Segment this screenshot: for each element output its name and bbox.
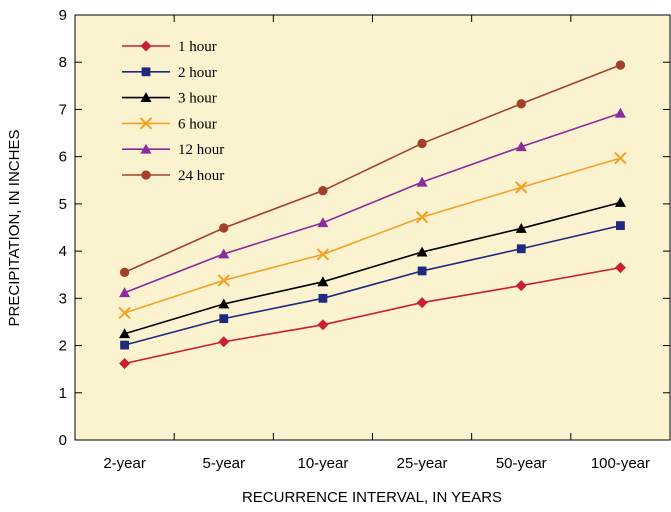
data-point <box>218 248 230 259</box>
data-point <box>417 138 427 149</box>
x-tick-label: 25-year <box>397 455 448 472</box>
y-tick-label: 0 <box>59 432 67 449</box>
series-line <box>124 157 621 314</box>
y-axis-title: PRECIPITATION, IN INCHES <box>6 130 23 327</box>
data-point <box>516 99 526 109</box>
legend-item: 2 hour <box>122 65 217 81</box>
data-point <box>515 222 527 233</box>
data-point <box>318 185 328 196</box>
marker-stroke <box>217 274 230 287</box>
series-line <box>124 112 621 294</box>
marker-stroke <box>614 151 627 165</box>
legend-label: 6 hour <box>178 116 217 132</box>
data-point <box>614 262 626 274</box>
y-axis: 0 1 2 3 4 5 6 7 8 9 <box>59 7 670 449</box>
x-tick-label: 50-year <box>496 455 547 472</box>
data-point <box>515 141 527 152</box>
data-point <box>118 306 131 320</box>
y-tick-label: 4 <box>59 243 67 260</box>
legend-item: 24 hour <box>122 168 224 184</box>
marker-stroke <box>118 306 131 320</box>
series-line <box>124 201 621 335</box>
y-tick-label: 8 <box>59 54 67 71</box>
data-point <box>616 221 625 231</box>
x-tick-label: 10-year <box>297 455 348 472</box>
y-tick-label: 7 <box>59 101 67 118</box>
legend-label: 12 hour <box>178 142 224 158</box>
legend-label: 3 hour <box>178 91 217 107</box>
data-point <box>217 274 230 287</box>
y-tick-label: 5 <box>59 196 67 213</box>
legend-marker <box>141 170 151 180</box>
series-line <box>124 64 621 274</box>
x-tick-label: 2-year <box>103 455 146 472</box>
marker-stroke <box>316 248 330 261</box>
data-point <box>318 293 328 303</box>
marker-stroke <box>415 210 429 224</box>
x-axis: 2-year 5-year 10-year 25-year 50-year 100-yea… <box>103 15 650 472</box>
series-6-hour <box>118 151 627 320</box>
data-point <box>119 287 131 298</box>
data-point <box>614 151 627 165</box>
y-tick-label: 3 <box>59 290 67 307</box>
legend-item: 12 hour <box>122 142 224 158</box>
data-point <box>416 176 428 187</box>
legend-marker <box>139 117 153 130</box>
data-point <box>119 267 130 278</box>
legend-item: 3 hour <box>122 91 217 107</box>
data-point <box>516 244 526 254</box>
y-tick-label: 1 <box>59 385 67 402</box>
series-line <box>124 224 621 346</box>
data-point <box>218 336 230 348</box>
data-point <box>219 223 229 233</box>
legend-marker <box>140 92 152 102</box>
y-tick-label: 2 <box>59 338 67 355</box>
data-point <box>615 60 626 70</box>
legend-label: 1 hour <box>178 39 217 55</box>
x-tick-label: 100-year <box>591 455 650 472</box>
data-point <box>317 319 329 331</box>
series-1-hour <box>119 262 626 369</box>
marker-stroke <box>139 117 153 130</box>
data-point <box>316 248 330 261</box>
data-point <box>614 107 626 118</box>
data-point <box>614 196 626 207</box>
legend: 1 hour 2 hour 3 hour 6 hour 12 hour 24 hour <box>122 39 224 184</box>
legend-marker <box>141 67 151 77</box>
data-point <box>317 217 329 228</box>
data-point <box>417 266 427 276</box>
data-point <box>415 210 429 224</box>
data-point <box>219 314 229 324</box>
data-point <box>515 181 528 194</box>
data-point <box>515 280 527 292</box>
x-tick-label: 5-year <box>202 455 245 472</box>
legend-marker <box>140 40 152 52</box>
legend-item: 1 hour <box>122 39 217 55</box>
y-tick-label: 6 <box>59 149 67 166</box>
series-layer <box>118 60 627 369</box>
series-line <box>124 266 621 365</box>
legend-marker <box>140 143 152 154</box>
plot-area <box>74 14 671 441</box>
data-point <box>416 297 428 309</box>
data-point <box>119 358 131 369</box>
marker-stroke <box>515 181 528 194</box>
data-point <box>218 298 230 309</box>
legend-item: 6 hour <box>122 116 217 132</box>
y-tick-label: 9 <box>59 7 67 24</box>
x-axis-title: RECURRENCE INTERVAL, IN YEARS <box>242 489 502 506</box>
legend-label: 24 hour <box>178 168 224 184</box>
data-point <box>120 340 129 350</box>
legend-label: 2 hour <box>178 65 217 81</box>
data-point <box>416 246 428 257</box>
series-12-hour <box>119 107 626 298</box>
series-3-hour <box>119 196 626 339</box>
data-point <box>119 328 131 339</box>
series-2-hour <box>120 221 625 350</box>
series-24-hour <box>119 60 626 278</box>
data-point <box>317 276 329 287</box>
